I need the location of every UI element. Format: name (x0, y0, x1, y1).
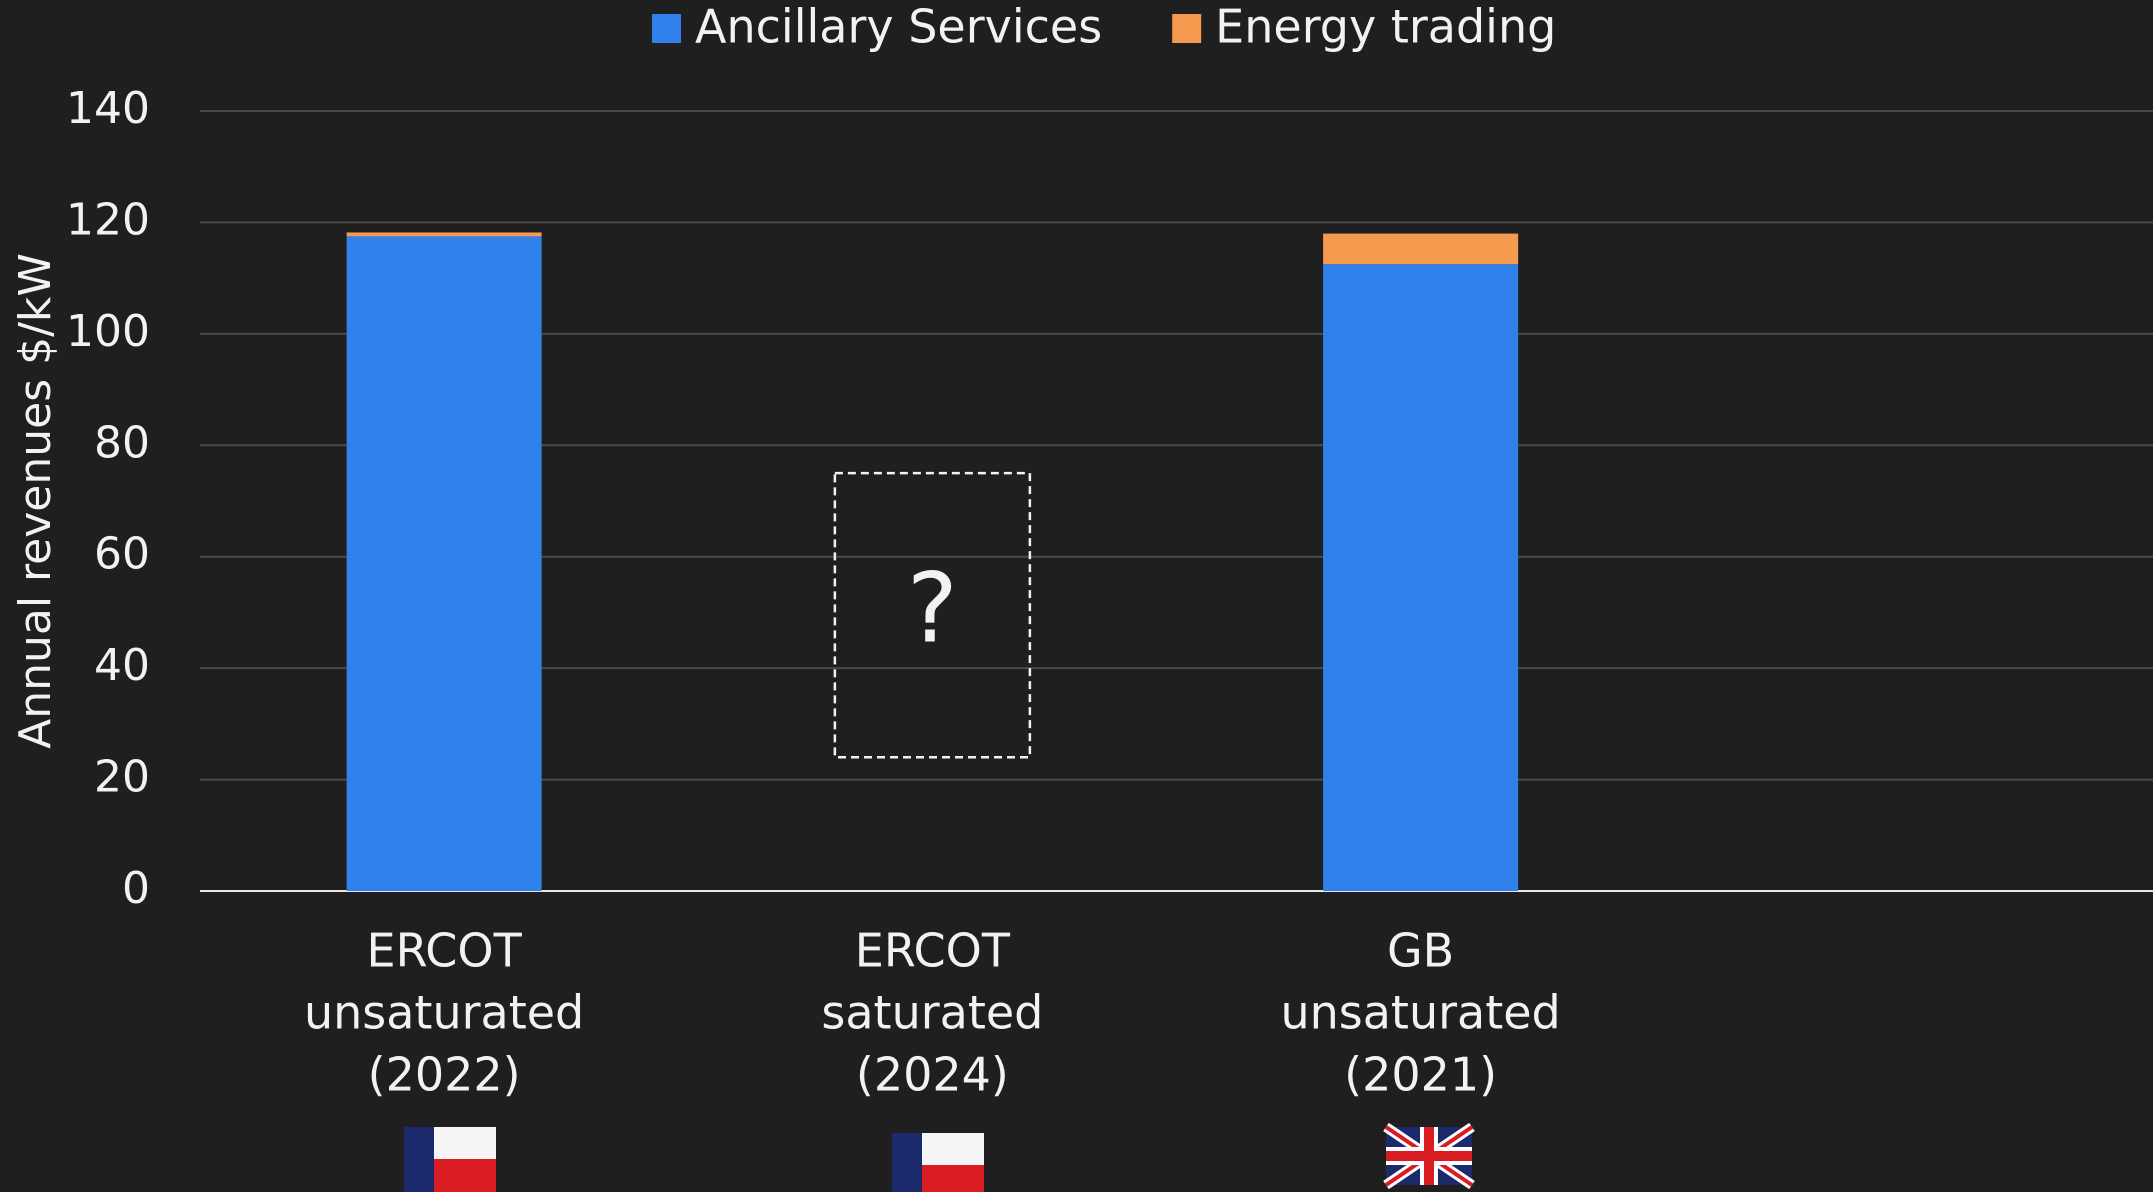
legend-swatch (1172, 14, 1202, 43)
x-tick-label: ERCOT (367, 924, 523, 978)
x-tick-label: saturated (821, 986, 1043, 1040)
y-tick-label: 80 (94, 417, 150, 468)
bar-segment (1323, 233, 1519, 265)
bar-segment (346, 236, 542, 891)
y-tick-label: 100 (66, 306, 150, 357)
legend-label: Energy trading (1215, 0, 1556, 54)
y-tick-label: 60 (94, 529, 150, 580)
x-tick-label: (2021) (1344, 1048, 1497, 1102)
legend-label: Ancillary Services (695, 0, 1102, 54)
x-tick-label: GB (1387, 924, 1454, 978)
bar-segment (1323, 264, 1519, 891)
texas-flag (404, 1127, 496, 1192)
y-tick-label: 0 (122, 863, 150, 914)
x-tick-label: ERCOT (855, 924, 1011, 978)
y-tick-label: 20 (94, 752, 150, 803)
x-tick-label: unsaturated (304, 986, 584, 1040)
bar-segment (346, 232, 542, 237)
x-tick-label: unsaturated (1280, 986, 1560, 1040)
x-tick-label: (2022) (368, 1048, 521, 1102)
placeholder-box (833, 471, 1032, 759)
texas-flag (892, 1133, 984, 1192)
y-tick-label: 40 (94, 640, 150, 691)
x-tick-label: (2024) (856, 1048, 1009, 1102)
y-tick-label: 140 (66, 83, 150, 134)
y-axis-label: Annual revenues $/kW (10, 253, 61, 749)
uk-flag (1383, 1122, 1475, 1190)
legend-swatch (652, 14, 681, 43)
placeholder-text: ? (907, 553, 958, 665)
y-tick-label: 120 (66, 194, 150, 245)
